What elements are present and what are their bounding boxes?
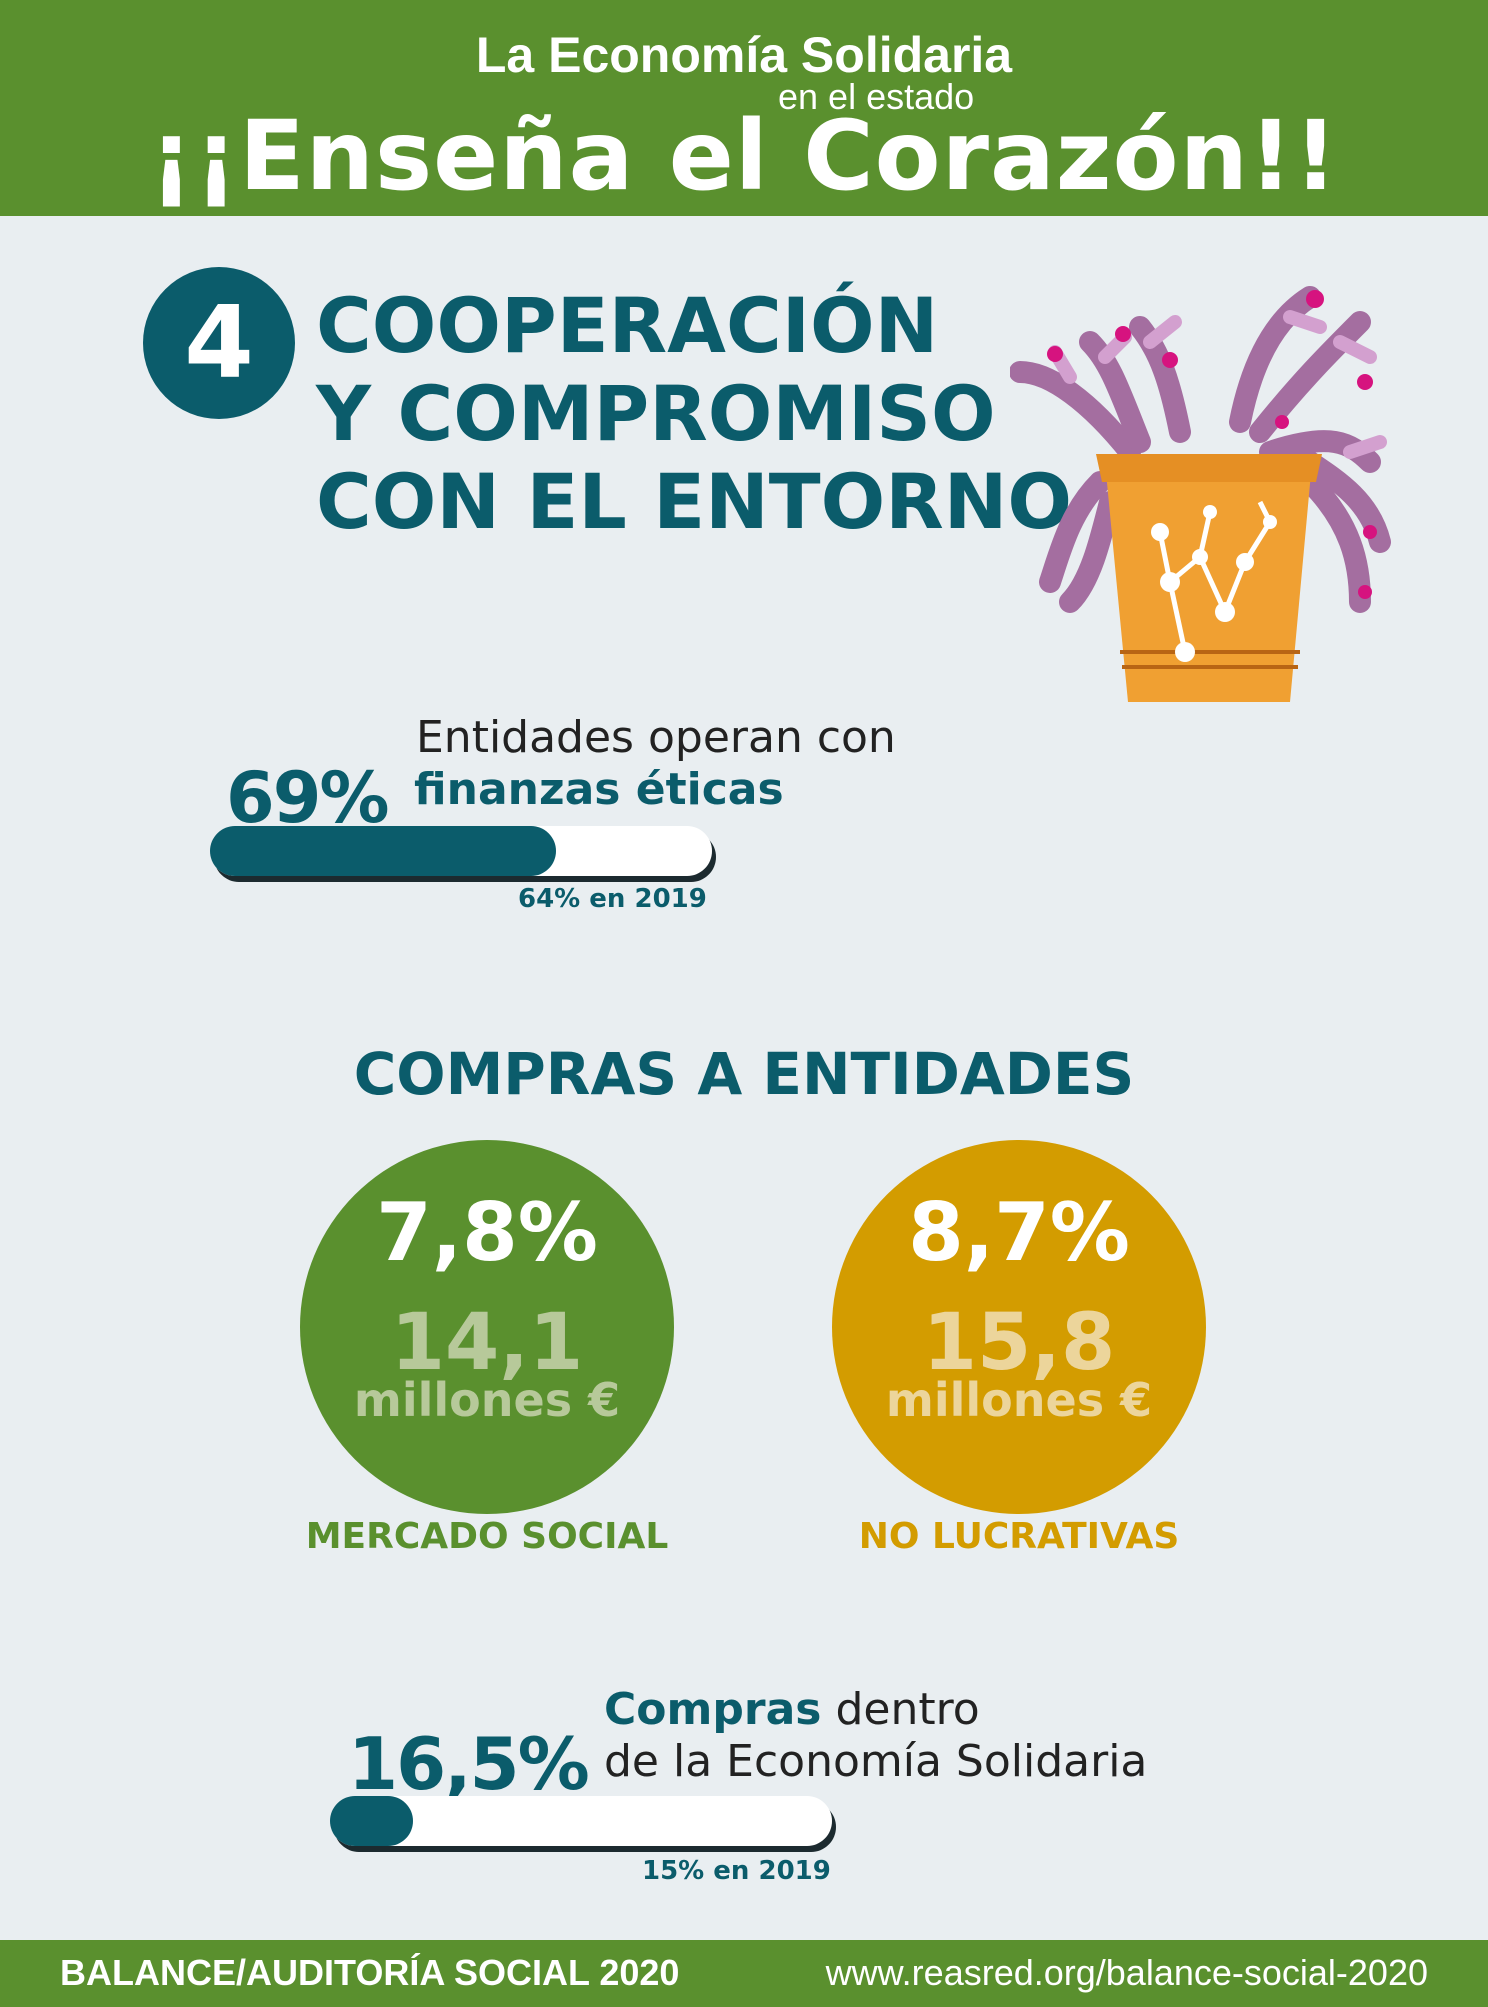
header-slogan: ¡¡Enseña el Corazón!! [149, 100, 1339, 212]
mercado-social-unit: millones € [353, 1373, 621, 1427]
compras-dentro-label-line1: Compras dentro [604, 1684, 980, 1735]
no-lucrativas-circle: 8,7% 15,8 millones € [832, 1140, 1206, 1514]
mercado-social-circle: 7,8% 14,1 millones € [300, 1140, 674, 1514]
compras-title: COMPRAS A ENTIDADES [353, 1040, 1135, 1108]
finanzas-progress-bar [210, 826, 712, 876]
header-banner: La Economía Solidaria en el estado ¡¡Ens… [0, 0, 1488, 216]
section-title-line3: CON EL ENTORNO [316, 457, 1072, 546]
no-lucrativas-label: NO LUCRATIVAS [858, 1516, 1180, 1557]
compras-dentro-progress-bar [330, 1796, 832, 1846]
no-lucrativas-percent: 8,7% [908, 1186, 1130, 1279]
section-title-line1: COOPERACIÓN [316, 281, 939, 370]
section-title-line2: Y COMPROMISO [316, 369, 996, 458]
potted-plant-illustration [1010, 286, 1391, 702]
footer-banner: BALANCE/AUDITORÍA SOCIAL 2020 www.reasre… [0, 1940, 1488, 2007]
mercado-social-label: MERCADO SOCIAL [305, 1516, 669, 1557]
finanzas-label-line1: Entidades operan con [416, 712, 896, 763]
finanzas-percent: 69% [226, 757, 390, 839]
compras-dentro-previous-year: 15% en 2019 [642, 1856, 831, 1886]
compras-dentro-label-line2: de la Economía Solidaria [604, 1736, 1148, 1787]
finanzas-label-line2: finanzas éticas [414, 764, 784, 815]
section-title: COOPERACIÓN Y COMPROMISO CON EL ENTORNO [316, 282, 1072, 546]
mercado-social-value: 14,1 [390, 1298, 584, 1388]
footer-url-link[interactable]: www.reasred.org/balance-social-2020 [825, 1952, 1428, 1993]
section-number-badge: 4 [143, 267, 295, 419]
compras-dentro-percent: 16,5% [348, 1722, 590, 1806]
header-title: La Economía Solidaria [475, 27, 1013, 83]
header-subtitle: en el estado [778, 76, 975, 117]
finanzas-previous-year: 64% en 2019 [518, 884, 707, 914]
no-lucrativas-value: 15,8 [922, 1298, 1116, 1388]
finanzas-progress-fill [210, 826, 557, 876]
compras-dentro-progress-fill [330, 1796, 413, 1846]
footer-title: BALANCE/AUDITORÍA SOCIAL 2020 [60, 1952, 680, 1993]
compras-dentro-label-bold: Compras [604, 1684, 822, 1735]
mercado-social-percent: 7,8% [376, 1186, 598, 1279]
compras-dentro-label-rest: dentro [821, 1684, 980, 1735]
no-lucrativas-unit: millones € [885, 1373, 1153, 1427]
